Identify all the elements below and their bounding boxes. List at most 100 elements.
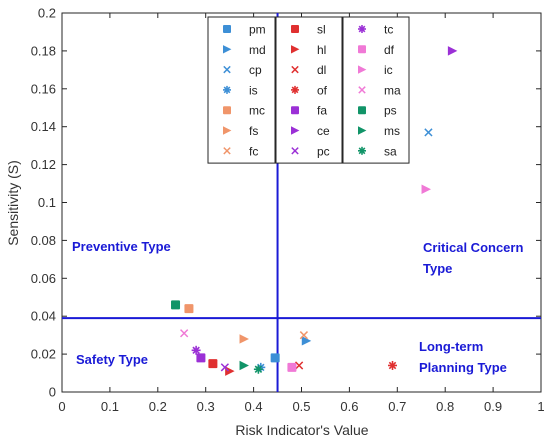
y-tick-label: 0.08 [31, 233, 56, 248]
legend-marker-tc [358, 25, 366, 33]
zone-label-critical-line2: Type [423, 261, 452, 276]
y-tick-label: 0.12 [31, 157, 56, 172]
legend-marker-pc [291, 147, 299, 155]
legend-marker-sa [358, 146, 366, 155]
zone-label-longterm-line1: Long-term [419, 339, 483, 354]
data-point-hl [225, 366, 235, 376]
x-tick-label: 0.3 [197, 399, 215, 414]
legend-marker-is [223, 85, 231, 94]
zone-label-preventive: Preventive Type [72, 239, 171, 254]
legend-marker-mc [223, 106, 231, 115]
zone-label-longterm-line2: Planning Type [419, 360, 507, 375]
data-point-fs [239, 334, 249, 344]
y-tick-label: 0.02 [31, 347, 56, 362]
legend-label-of: of [317, 83, 328, 97]
legend-label-sl: sl [317, 23, 326, 37]
x-tick-label: 0 [58, 399, 65, 414]
legend-marker-ce [291, 126, 300, 135]
x-axis-title: Risk Indicator's Value [235, 422, 368, 438]
legend-marker-df [358, 45, 366, 54]
y-tick-label: 0.06 [31, 271, 56, 286]
data-point-ma [180, 329, 189, 338]
legend-marker-fs [223, 126, 232, 135]
legend-label-is: is [249, 83, 258, 97]
zone-label-critical-line1: Critical Concern [423, 240, 523, 255]
legend-marker-dl [291, 65, 299, 74]
x-axis-ticks: 0 0.1 0.2 0.3 0.4 0.5 0.6 0.7 0.8 0.9 1 [58, 13, 545, 414]
x-tick-label: 1 [537, 399, 544, 414]
y-tick-label: 0 [49, 385, 56, 400]
x-tick-label: 0.7 [388, 399, 406, 414]
y-tick-label: 0.2 [38, 6, 56, 21]
legend-label-fs: fs [249, 124, 258, 138]
legend-label-ms: ms [384, 124, 400, 138]
data-point-pm [270, 353, 280, 363]
legend-marker-of [291, 85, 299, 94]
y-axis-ticks: 0 0.02 0.04 0.06 0.08 0.1 0.12 0.14 0.16 0.18 0.2 [31, 6, 541, 400]
legend-marker-ms [358, 126, 367, 135]
x-tick-label: 0.2 [149, 399, 167, 414]
y-tick-label: 0.14 [31, 119, 56, 134]
data-point-cp [424, 128, 433, 137]
legend-label-dl: dl [317, 63, 326, 77]
legend-label-ic: ic [384, 63, 393, 77]
legend-label-mc: mc [249, 104, 265, 118]
legend-marker-sl [291, 25, 299, 33]
legend-label-pm: pm [249, 23, 266, 37]
legend-label-md: md [249, 43, 266, 57]
legend-marker-ma [358, 86, 366, 94]
legend-marker-fa [291, 106, 299, 115]
x-tick-label: 0.4 [245, 399, 263, 414]
x-tick-label: 0.9 [484, 399, 502, 414]
data-point-pc [220, 363, 229, 372]
legend-label-pc: pc [317, 144, 330, 158]
y-tick-label: 0.16 [31, 81, 56, 96]
data-point-ce [447, 46, 458, 56]
legend-marker-md [223, 45, 232, 54]
y-tick-label: 0.18 [31, 43, 56, 58]
legend-marker-hl [291, 45, 300, 54]
data-point-sl [208, 359, 218, 369]
data-points [171, 46, 458, 376]
legend-marker-fc [223, 147, 231, 155]
data-point-df [287, 362, 297, 372]
legend-box [275, 16, 343, 164]
y-tick-label: 0.1 [38, 195, 56, 210]
data-point-ic [421, 184, 431, 194]
data-point-fc [299, 331, 309, 340]
data-point-mc [184, 304, 194, 314]
data-point-of [388, 360, 398, 370]
legend-marker-pm [223, 25, 231, 33]
legend-box [207, 16, 276, 164]
data-point-dl [294, 361, 304, 370]
x-tick-label: 0.5 [292, 399, 310, 414]
legend-label-fa: fa [317, 104, 327, 118]
legend-label-cp: cp [249, 63, 262, 77]
y-tick-label: 0.04 [31, 309, 56, 324]
y-axis-title: Sensitivity (S) [5, 160, 21, 246]
legend-marker-cp [223, 65, 231, 74]
legend-marker-ic [358, 65, 367, 74]
x-tick-label: 0.1 [101, 399, 119, 414]
legend-marker-ps [358, 106, 366, 115]
legend-label-ce: ce [317, 124, 330, 138]
legend-label-fc: fc [249, 144, 258, 158]
x-tick-label: 0.6 [340, 399, 358, 414]
data-point-sa [253, 364, 263, 374]
legend-label-ps: ps [384, 104, 397, 118]
legend-box [342, 16, 410, 164]
legend: pm md cp is mc fs fc sl hl dl of fa ce pc tc df ic ma ps ms… [207, 16, 410, 164]
legend-label-sa: sa [384, 144, 397, 158]
legend-label-ma: ma [384, 83, 401, 97]
data-point-md [301, 336, 312, 346]
x-tick-label: 0.8 [436, 399, 454, 414]
zone-label-safety: Safety Type [76, 352, 148, 367]
data-point-ms [239, 360, 249, 371]
data-point-fa [196, 353, 206, 363]
legend-label-df: df [384, 43, 395, 57]
data-point-tc [191, 345, 201, 355]
data-point-ps [171, 300, 181, 310]
legend-label-tc: tc [384, 23, 393, 37]
legend-label-hl: hl [317, 43, 326, 57]
